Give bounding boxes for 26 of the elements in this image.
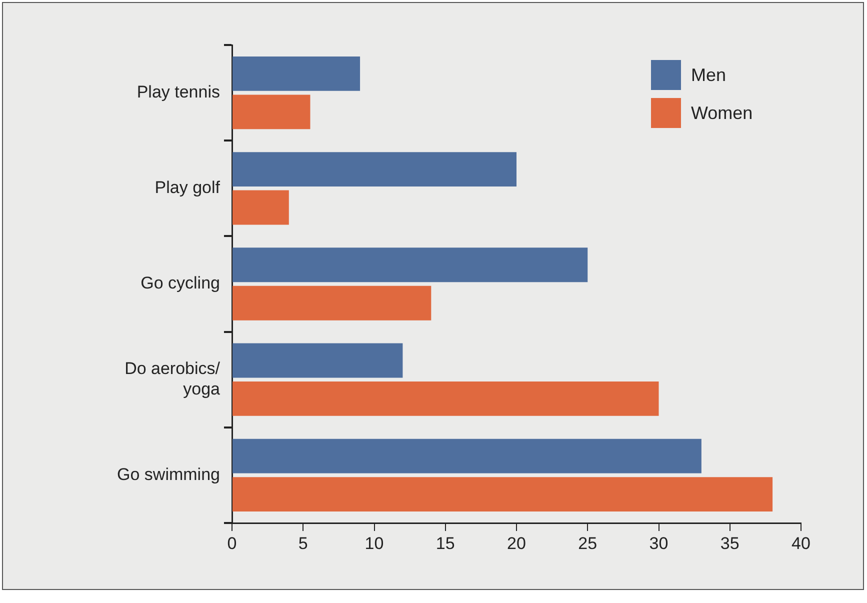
bar <box>232 477 773 512</box>
x-tick-label: 5 <box>298 534 308 553</box>
bar <box>232 382 659 416</box>
bar <box>232 190 289 225</box>
legend-label: Women <box>691 102 753 124</box>
x-tick-label: 25 <box>578 534 598 553</box>
bar <box>232 152 516 186</box>
bar <box>232 56 360 91</box>
y-tick-label: Play golf <box>154 178 220 198</box>
y-tick-label: Go swimming <box>117 464 220 484</box>
x-tick-label: 0 <box>227 534 237 553</box>
x-tick-label: 35 <box>720 534 740 553</box>
bar <box>232 343 403 378</box>
y-tick-label: Go cycling <box>140 274 220 293</box>
bar <box>232 438 702 474</box>
bar <box>232 94 310 130</box>
legend-label: Men <box>691 64 726 86</box>
y-tick-label: Play tennis <box>136 82 220 102</box>
y-tick-label: Do aerobics/yoga <box>124 359 221 398</box>
x-tick-label: 10 <box>364 534 384 553</box>
x-tick-label: 15 <box>436 534 455 553</box>
x-tick-label: 20 <box>507 534 526 553</box>
x-tick-label: 30 <box>649 534 668 553</box>
x-tick-label: 40 <box>792 534 810 553</box>
bar <box>232 286 432 320</box>
bar <box>232 248 588 282</box>
